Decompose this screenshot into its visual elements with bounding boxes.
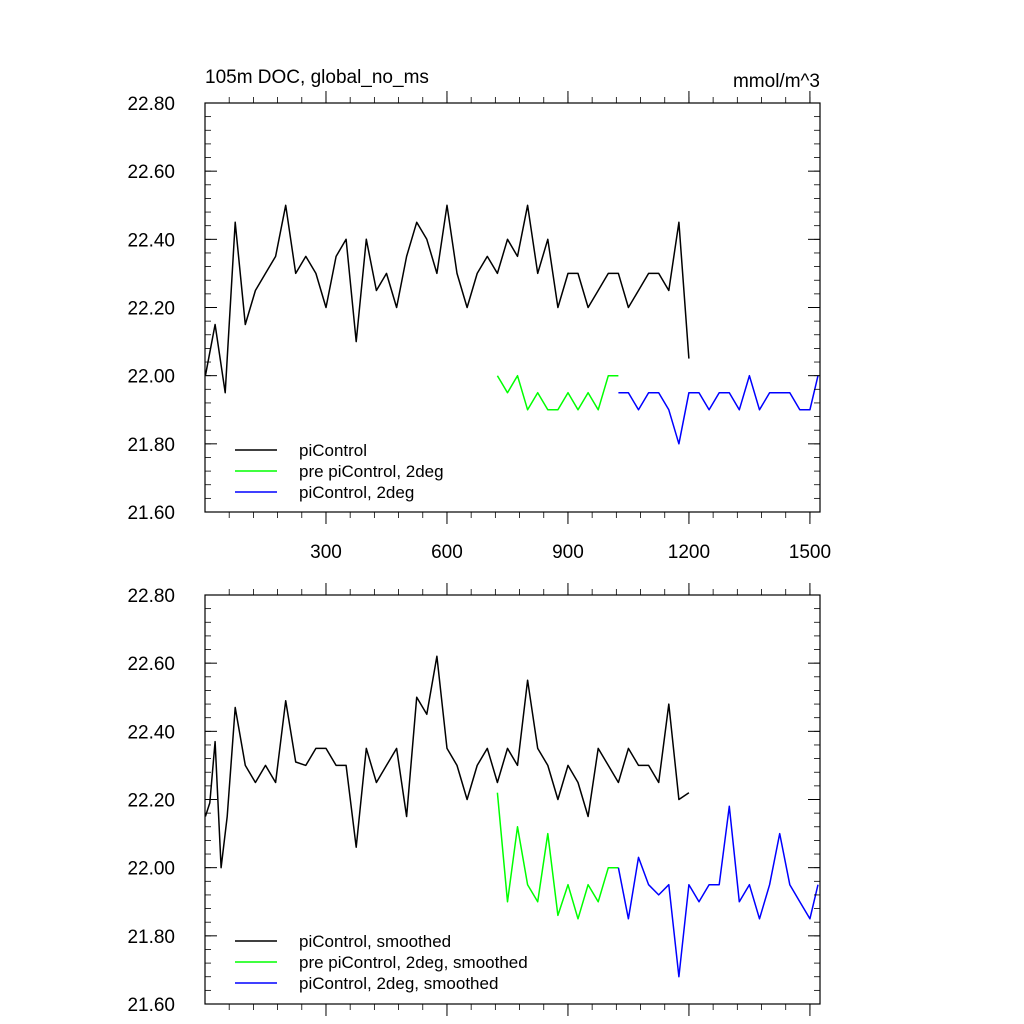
- y-tick-label: 22.80: [127, 586, 175, 607]
- top-chart-panel: 105m DOC, global_no_ms mmol/m^3 21.6021.…: [127, 67, 831, 563]
- series-line-2: [496, 374, 619, 411]
- y-tick-label: 22.40: [127, 722, 175, 743]
- x-tick-label: 600: [431, 542, 463, 563]
- series-line-3: [617, 805, 819, 978]
- x-tick-label: 1500: [789, 542, 831, 563]
- x-tick-label: 1200: [668, 542, 710, 563]
- legend-label: piControl: [299, 441, 367, 460]
- legend: piControl pre piControl, 2deg piControl, 2…: [235, 441, 444, 502]
- x-tick-label: 300: [310, 542, 342, 563]
- axes-group: 21.60 21.80 22.00 22.20 22.40 22.60 22.80: [127, 583, 821, 1016]
- series-line-1: [204, 655, 690, 869]
- y-tick-label: 21.80: [127, 435, 175, 456]
- legend: piControl, smoothed pre piControl, 2deg, …: [235, 932, 528, 993]
- series-line-2: [496, 792, 619, 920]
- y-tick-label: 22.20: [127, 299, 175, 320]
- units-label: mmol/m^3: [733, 71, 820, 92]
- legend-label: pre piControl, 2deg: [299, 462, 444, 481]
- series-group: [204, 204, 819, 445]
- y-tick-label: 22.60: [127, 162, 175, 183]
- legend-label: piControl, smoothed: [299, 932, 451, 951]
- x-tick-label: 900: [552, 542, 584, 563]
- series-group: [204, 655, 819, 978]
- y-tick-label: 22.00: [127, 859, 175, 880]
- bottom-chart-panel: 21.60 21.80 22.00 22.20 22.40 22.60 22.80 piCo…: [127, 583, 821, 1016]
- legend-label: piControl, 2deg, smoothed: [299, 974, 498, 993]
- y-tick-label: 22.40: [127, 230, 175, 251]
- series-line-1: [204, 204, 690, 394]
- legend-label: piControl, 2deg: [299, 483, 414, 502]
- chart-title: 105m DOC, global_no_ms: [205, 67, 429, 88]
- legend-label: pre piControl, 2deg, smoothed: [299, 953, 528, 972]
- y-tick-label: 22.80: [127, 94, 175, 115]
- y-tick-label: 22.60: [127, 654, 175, 675]
- y-tick-label: 21.60: [127, 995, 175, 1016]
- series-line-3: [618, 374, 819, 445]
- y-tick-label: 21.80: [127, 927, 175, 948]
- axes-group: 21.60 21.80 22.00 22.20 22.40 22.60 22.80 300 60…: [127, 91, 831, 563]
- y-tick-label: 22.00: [127, 367, 175, 388]
- y-tick-label: 21.60: [127, 503, 175, 524]
- plot-frame: [204, 102, 821, 513]
- plot-frame: [204, 594, 821, 1005]
- y-tick-label: 22.20: [127, 791, 175, 812]
